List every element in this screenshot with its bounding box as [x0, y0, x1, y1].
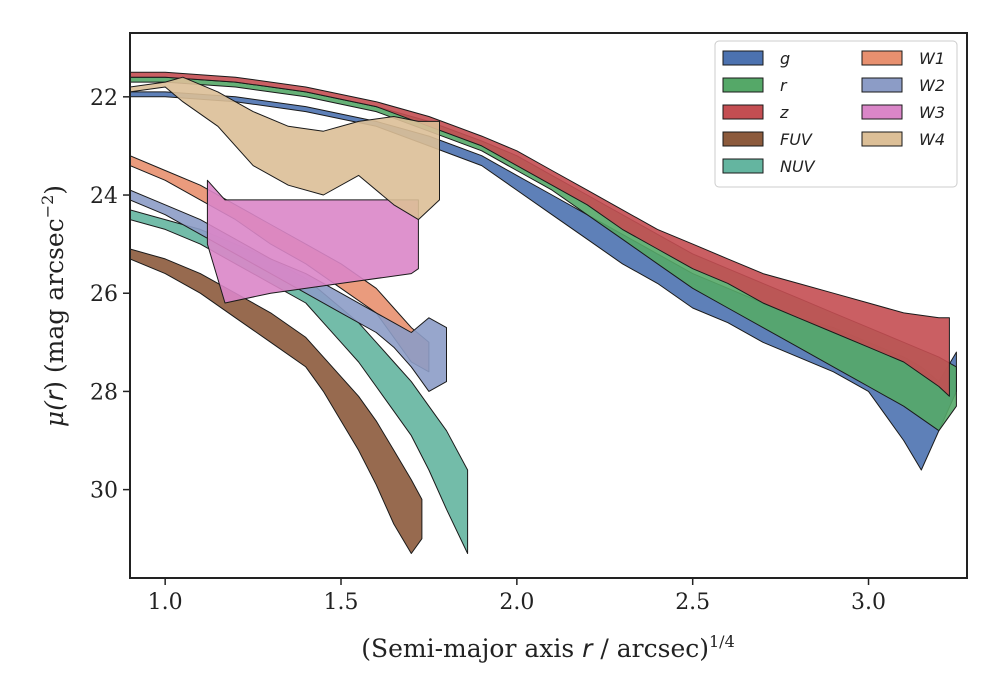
plot-frame [129, 32, 968, 579]
y-axis-label-variable: r [40, 389, 69, 401]
y-tick-label: 30 [90, 479, 118, 504]
x-tick-label: 1.0 [148, 590, 183, 615]
legend-label-z: z [779, 103, 789, 122]
y-tick-label: 26 [90, 282, 118, 307]
y-tick-label: 28 [90, 380, 118, 405]
legend-label-w1: W1 [919, 49, 945, 68]
x-axis-label-prefix: (Semi-major axis [361, 634, 582, 663]
legend-swatch-r [722, 77, 764, 93]
band-w4 [130, 76, 440, 221]
legend: grz FUV NUV W1 W2 W3 W4 [714, 40, 958, 188]
x-tick-label: 2.0 [499, 590, 534, 615]
band-w3 [206, 179, 419, 304]
legend-label-nuv: NUV [780, 157, 816, 176]
y-axis: 22 24 26 28 30 [90, 86, 130, 504]
y-axis-label-close: ) [40, 185, 69, 195]
legend-label-r: r [780, 76, 788, 95]
legend-label-w2: W2 [919, 76, 945, 95]
legend-swatch-w4 [861, 131, 903, 147]
legend-label-w4: W4 [919, 130, 945, 149]
y-tick-label: 24 [90, 184, 118, 209]
legend-label-w3: W3 [919, 103, 945, 122]
x-tick-label: 2.5 [675, 590, 710, 615]
y-axis-label-exponent: −2 [38, 195, 57, 219]
legend-label-g: g [780, 49, 790, 68]
legend-swatch-z [722, 104, 764, 120]
legend-swatch-nuv [722, 158, 764, 174]
legend-label-fuv: FUV [780, 130, 813, 149]
legend-swatch-w3 [861, 104, 903, 120]
x-axis-label-variable: r [582, 634, 594, 663]
x-axis-label: (Semi-major axis r / arcsec)1/4 [361, 632, 735, 663]
series-bands [130, 71, 957, 554]
x-axis-label-unit: / arcsec) [592, 634, 709, 663]
x-axis-label-exponent: 1/4 [709, 632, 735, 651]
legend-swatch-w1 [861, 50, 903, 66]
legend-swatch-w2 [861, 77, 903, 93]
y-axis-label: μ(r) (mag arcsec−2) [38, 185, 69, 427]
y-axis-label-prefix: μ( [40, 400, 69, 427]
x-tick-label: 3.0 [851, 590, 886, 615]
y-axis-label-unit: ) (mag arcsec [40, 218, 69, 391]
legend-swatch-fuv [722, 131, 764, 147]
legend-swatch-g [722, 50, 764, 66]
x-tick-label: 1.5 [324, 590, 359, 615]
band-z [130, 71, 950, 397]
band-fuv [130, 248, 423, 554]
x-axis: 1.0 1.5 2.0 2.5 3.0 [148, 578, 886, 615]
y-tick-label: 22 [90, 86, 118, 111]
